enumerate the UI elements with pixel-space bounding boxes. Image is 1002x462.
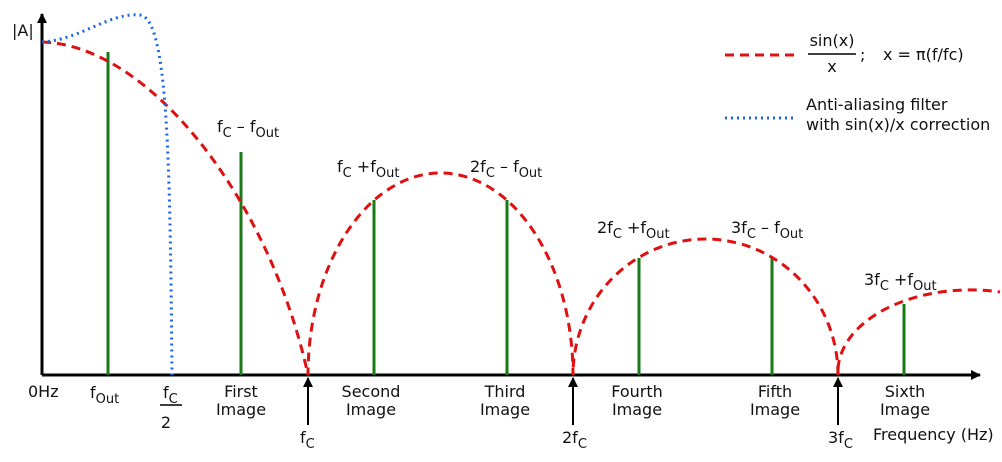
subscript: C [486, 166, 495, 181]
filter-curve [41, 13, 174, 376]
label-part: – f [232, 117, 256, 136]
subscript: Out [646, 227, 670, 242]
fc-mark-label: 2fC [562, 428, 587, 452]
image-label: Fourth [611, 382, 663, 401]
fc-arrows [303, 377, 843, 425]
subscript: C [223, 126, 232, 141]
image-label: Image [750, 400, 800, 419]
subscript: Out [913, 279, 937, 294]
label-part: +f [352, 157, 376, 176]
image-label: Image [346, 400, 396, 419]
label-part: +f [622, 218, 646, 237]
image-label: Image [480, 400, 530, 419]
subscript: Out [96, 392, 120, 407]
f-out-label: fOut [90, 383, 119, 407]
peak-label: 3fC – fOut [731, 218, 803, 242]
image-label: Image [216, 400, 266, 419]
image-label: Fifth [758, 382, 792, 401]
legend-denominator: x [827, 57, 836, 76]
image-label: Image [880, 400, 930, 419]
subscript: Out [376, 166, 400, 181]
peak-label: fC – fOut [217, 117, 279, 141]
image-label: Sixth [885, 382, 925, 401]
subscript: C [613, 227, 622, 242]
peak-label: fC +fOut [337, 157, 399, 181]
legend-filter-text: with sin(x)/x correction [806, 115, 990, 134]
legend-definition: x = π(f/fc) [883, 45, 964, 64]
subscript: Out [256, 126, 280, 141]
origin-label: 0Hz [28, 382, 59, 401]
x-label: Frequency (Hz) [873, 425, 994, 444]
label-part: 3f [731, 218, 747, 237]
fc-half-numerator: fC [163, 383, 178, 407]
subscript: C [306, 437, 315, 452]
subscript: C [578, 437, 587, 452]
label-part: 2f [470, 157, 486, 176]
label-part: f [163, 383, 169, 402]
spectral-lines [106, 52, 906, 375]
image-label: Second [342, 382, 401, 401]
subscript: C [844, 437, 853, 452]
image-label: Image [612, 400, 662, 419]
subscript: C [880, 279, 889, 294]
fc-half-denominator: 2 [161, 413, 171, 432]
subscript: C [169, 392, 178, 407]
label-part: f [90, 383, 96, 402]
label-part: – f [756, 218, 780, 237]
subscript: Out [519, 166, 543, 181]
legend-separator: ; [860, 45, 865, 64]
sinc-envelope [41, 40, 1001, 376]
label-part: 2f [562, 428, 578, 447]
subscript: C [343, 166, 352, 181]
legend-filter-text: Anti-aliasing filter [806, 95, 948, 114]
image-label: Third [484, 382, 526, 401]
legend-numerator: sin(x) [810, 31, 855, 50]
label-part: 3f [864, 270, 880, 289]
peak-label: 2fC – fOut [470, 157, 542, 181]
label-part: +f [889, 270, 913, 289]
label-part: – f [495, 157, 519, 176]
label-part: f [300, 428, 306, 447]
subscript: Out [780, 227, 804, 242]
fc-mark-label: 3fC [828, 428, 853, 452]
fc-mark-label: fC [300, 428, 315, 452]
label-part: 2f [597, 218, 613, 237]
peak-label: 2fC +fOut [597, 218, 670, 242]
peak-label: 3fC +fOut [864, 270, 937, 294]
subscript: C [747, 227, 756, 242]
image-label: First [224, 382, 258, 401]
label-part: f [217, 117, 223, 136]
y-label: |A| [12, 21, 34, 40]
label-part: f [337, 157, 343, 176]
label-part: 3f [828, 428, 844, 447]
